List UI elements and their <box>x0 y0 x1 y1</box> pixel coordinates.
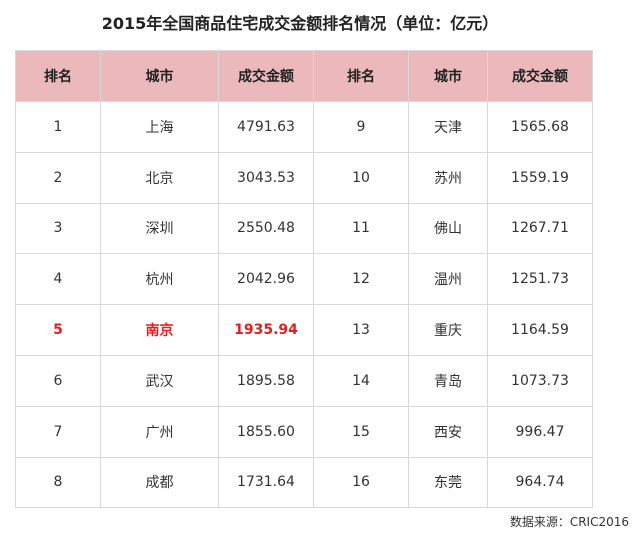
table-cell: 南京 <box>100 304 219 356</box>
table-cell: 8 <box>15 456 101 509</box>
table-cell: 2 <box>15 151 101 204</box>
table-cell: 2042.96 <box>218 253 314 306</box>
table-cell: 3 <box>15 202 101 255</box>
table-cell: 6 <box>15 354 101 407</box>
table-cell: 天津 <box>408 101 488 153</box>
table-cell: 1559.19 <box>487 151 593 204</box>
column-header: 城市 <box>100 50 219 102</box>
table-cell: 1073.73 <box>487 354 593 407</box>
table-row: 5 南京 1935.94 13 重庆 1164.59 <box>15 304 593 356</box>
table-cell: 14 <box>313 354 409 407</box>
table-cell: 苏州 <box>408 151 488 204</box>
table-cell: 西安 <box>408 405 488 458</box>
table-cell: 1267.71 <box>487 202 593 255</box>
table-cell: 佛山 <box>408 202 488 255</box>
table-row: 6 武汉 1895.58 14 青岛 1073.73 <box>15 354 593 407</box>
title: 2015年全国商品住宅成交金额排名情况（单位：亿元） <box>101 14 499 33</box>
table-cell: 15 <box>313 405 409 458</box>
table-row: 4 杭州 2042.96 12 温州 1251.73 <box>15 253 593 306</box>
table-cell: 16 <box>313 456 409 509</box>
table-cell: 1731.64 <box>218 456 314 509</box>
table-cell: 2550.48 <box>218 202 314 255</box>
table-cell: 杭州 <box>100 253 219 306</box>
table-row: 3 深圳 2550.48 11 佛山 1267.71 <box>15 202 593 255</box>
column-header: 成交金额 <box>218 50 314 102</box>
column-header: 城市 <box>408 50 488 102</box>
table-cell: 北京 <box>100 151 219 204</box>
table-cell: 1565.68 <box>487 101 593 153</box>
ranking-table: 排名 城市 成交金额 排名 城市 成交金额 1 上海 4791.63 9 天津 1565.68 2 北京… <box>15 50 593 509</box>
table-cell: 7 <box>15 405 101 458</box>
table-row: 7 广州 1855.60 15 西安 996.47 <box>15 405 593 458</box>
table-cell: 9 <box>313 101 409 153</box>
header-row: 排名 城市 成交金额 排名 城市 成交金额 <box>15 50 593 102</box>
table-cell: 996.47 <box>487 405 593 458</box>
table-cell: 深圳 <box>100 202 219 255</box>
table-cell: 4 <box>15 253 101 306</box>
table-cell: 1 <box>15 101 101 153</box>
table-cell: 5 <box>15 304 101 356</box>
source-note: 数据来源：CRIC2016 <box>509 515 629 529</box>
column-header: 排名 <box>313 50 409 102</box>
table-row: 1 上海 4791.63 9 天津 1565.68 <box>15 101 593 153</box>
table-cell: 1855.60 <box>218 405 314 458</box>
table-cell: 1935.94 <box>218 304 314 356</box>
table-cell: 广州 <box>100 405 219 458</box>
table-cell: 上海 <box>100 101 219 153</box>
table-cell: 武汉 <box>100 354 219 407</box>
column-header: 排名 <box>15 50 101 102</box>
table-cell: 11 <box>313 202 409 255</box>
table-row: 8 成都 1731.64 16 东莞 964.74 <box>15 456 593 509</box>
table-cell: 12 <box>313 253 409 306</box>
table-cell: 1251.73 <box>487 253 593 306</box>
table-cell: 10 <box>313 151 409 204</box>
table-cell: 3043.53 <box>218 151 314 204</box>
table-cell: 1164.59 <box>487 304 593 356</box>
table-cell: 青岛 <box>408 354 488 407</box>
table-cell: 东莞 <box>408 456 488 509</box>
column-header: 成交金额 <box>487 50 593 102</box>
table-cell: 13 <box>313 304 409 356</box>
table-cell: 964.74 <box>487 456 593 509</box>
table-cell: 1895.58 <box>218 354 314 407</box>
table-cell: 温州 <box>408 253 488 306</box>
table-cell: 重庆 <box>408 304 488 356</box>
table-body: 1 上海 4791.63 9 天津 1565.68 2 北京 3043.53 10 苏州 1559.1… <box>15 101 593 509</box>
table-row: 2 北京 3043.53 10 苏州 1559.19 <box>15 151 593 204</box>
table-cell: 4791.63 <box>218 101 314 153</box>
table-cell: 成都 <box>100 456 219 509</box>
